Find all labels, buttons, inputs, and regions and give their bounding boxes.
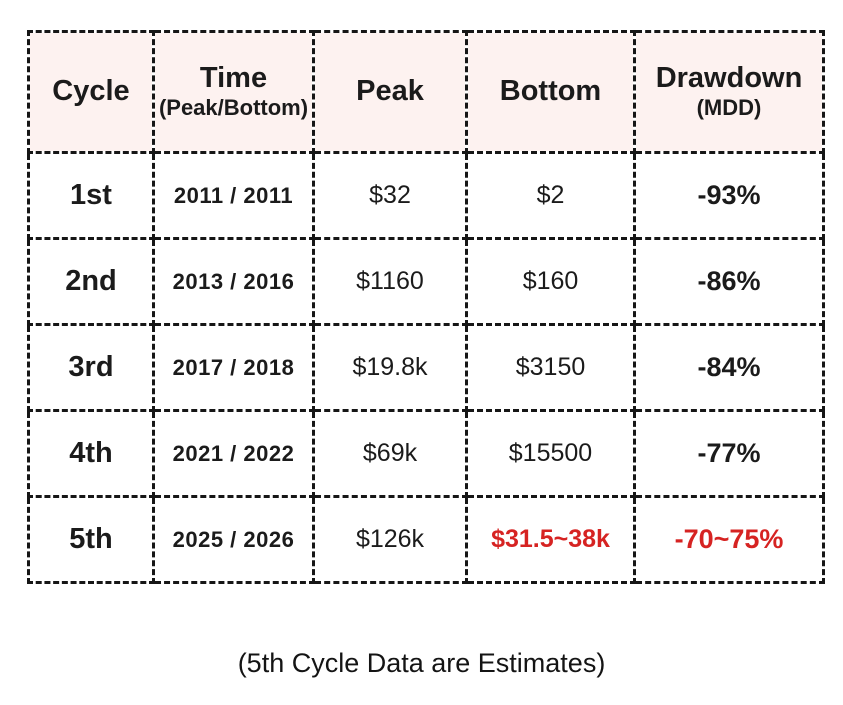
header-time-label: Time — [199, 62, 268, 95]
time-cell: 2011 / 2011 — [152, 151, 315, 240]
peak-cell: $32 — [312, 151, 468, 240]
peak-cell: $126k — [312, 495, 468, 584]
header-cycle-label: Cycle — [52, 75, 130, 108]
bottom-cell: $3150 — [465, 323, 636, 412]
time-cell: 2017 / 2018 — [152, 323, 315, 412]
time-cell: 2021 / 2022 — [152, 409, 315, 498]
drawdown-cell: -86% — [633, 237, 825, 326]
cycle-cell: 3rd — [27, 323, 155, 412]
cycle-cell: 5th — [27, 495, 155, 584]
time-cell: 2025 / 2026 — [152, 495, 315, 584]
time-cell: 2013 / 2016 — [152, 237, 315, 326]
cycle-cell: 4th — [27, 409, 155, 498]
header-drawdown-sublabel: (MDD) — [696, 95, 762, 121]
bottom-cell: $15500 — [465, 409, 636, 498]
drawdown-cell: -84% — [633, 323, 825, 412]
cycle-cell: 1st — [27, 151, 155, 240]
header-cell-peak: Peak — [312, 30, 468, 154]
drawdown-cell: -77% — [633, 409, 825, 498]
estimates-caption: (5th Cycle Data are Estimates) — [237, 648, 606, 678]
bitcoin-cycle-table: Cycle Time (Peak/Bottom) Peak Bottom Dra… — [27, 30, 825, 584]
header-drawdown-label: Drawdown — [655, 62, 803, 95]
header-cell-time: Time (Peak/Bottom) — [152, 30, 315, 154]
peak-cell: $69k — [312, 409, 468, 498]
header-cell-bottom: Bottom — [465, 30, 636, 154]
header-bottom-label: Bottom — [499, 75, 602, 108]
header-row: Cycle Time (Peak/Bottom) Peak Bottom Dra… — [27, 30, 825, 154]
peak-cell: $1160 — [312, 237, 468, 326]
header-time-sublabel: (Peak/Bottom) — [158, 95, 309, 121]
header-peak-label: Peak — [356, 75, 424, 108]
header-cell-cycle: Cycle — [27, 30, 155, 154]
bottom-cell: $160 — [465, 237, 636, 326]
table-row-5th-cycle: 5th 2025 / 2026 $126k $31.5~38k -70~75% — [27, 495, 825, 584]
header-cell-drawdown: Drawdown (MDD) — [633, 30, 825, 154]
cycle-cell: 2nd — [27, 237, 155, 326]
bottom-estimate-cell: $31.5~38k — [465, 495, 636, 584]
bottom-cell: $2 — [465, 151, 636, 240]
drawdown-cell: -93% — [633, 151, 825, 240]
table-row-4th-cycle: 4th 2021 / 2022 $69k $15500 -77% — [27, 409, 825, 498]
drawdown-estimate-cell: -70~75% — [633, 495, 825, 584]
peak-cell: $19.8k — [312, 323, 468, 412]
table-row-3rd-cycle: 3rd 2017 / 2018 $19.8k $3150 -84% — [27, 323, 825, 412]
table-row-2nd-cycle: 2nd 2013 / 2016 $1160 $160 -86% — [27, 237, 825, 326]
table-row-1st-cycle: 1st 2011 / 2011 $32 $2 -93% — [27, 151, 825, 240]
